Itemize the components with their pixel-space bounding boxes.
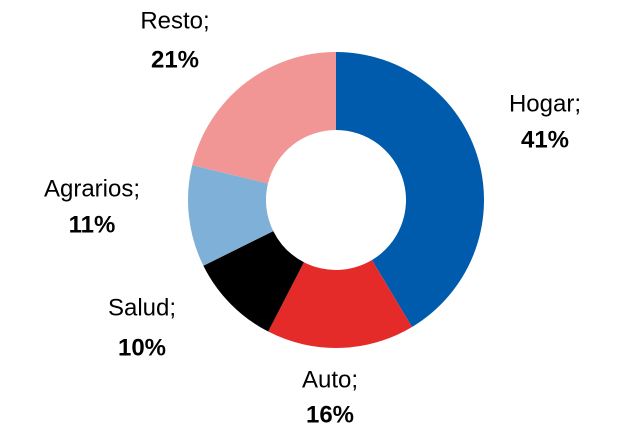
slice-label: Salud; xyxy=(108,294,176,321)
slice xyxy=(203,231,304,332)
slice-label: Auto; xyxy=(302,366,358,393)
slice xyxy=(268,260,413,348)
slice-value: 21% xyxy=(151,46,199,73)
slice-label: Hogar; xyxy=(509,90,581,117)
slice-value: 16% xyxy=(306,401,354,428)
slice-value: 41% xyxy=(521,126,569,153)
slice-value: 10% xyxy=(118,334,166,361)
slice-label: Resto; xyxy=(140,7,209,34)
slice-value: 11% xyxy=(69,211,116,238)
slice-label: Agrarios; xyxy=(44,175,140,202)
slice xyxy=(188,165,274,266)
slice xyxy=(336,52,485,327)
slice xyxy=(192,51,336,184)
